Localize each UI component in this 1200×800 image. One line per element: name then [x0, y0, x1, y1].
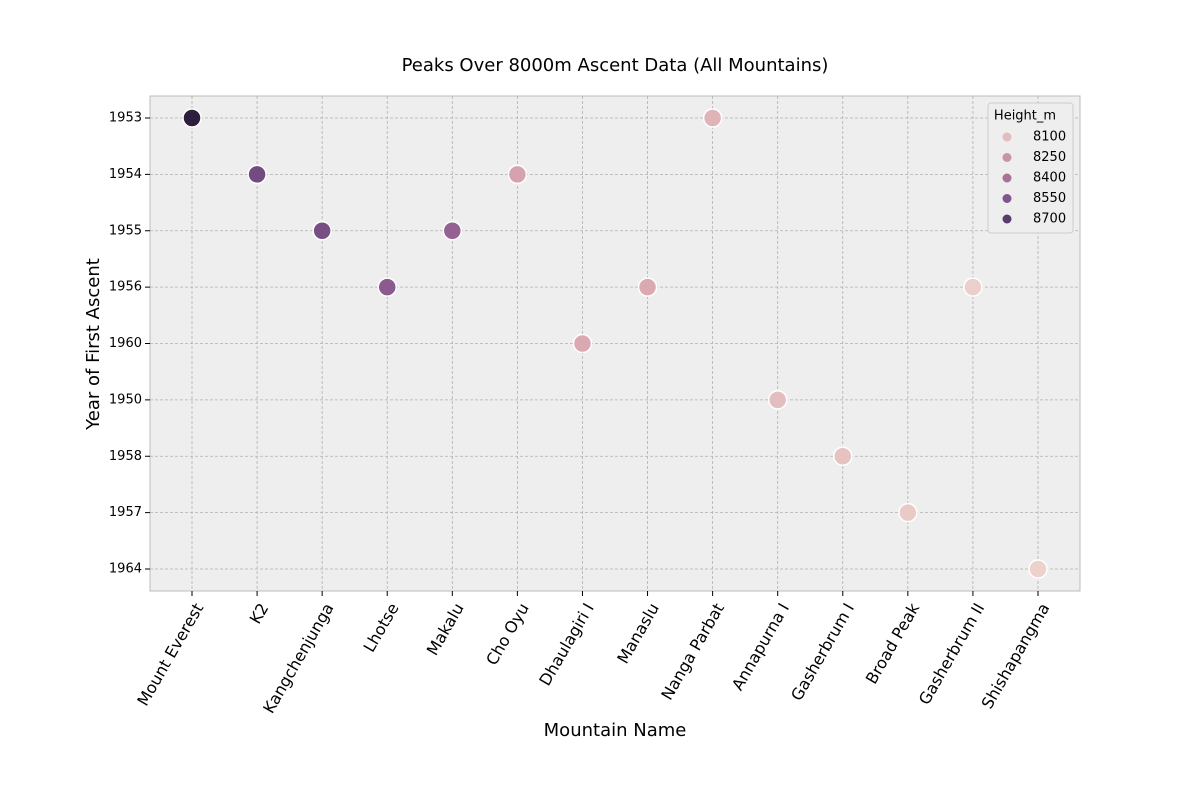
legend-marker [1002, 173, 1012, 183]
legend-label: 8550 [1033, 191, 1066, 206]
point [182, 108, 202, 128]
point [507, 164, 528, 185]
y-tick-label: 1955 [109, 223, 142, 238]
y-tick-label: 1954 [109, 167, 142, 182]
y-axis-label: Year of First Ascent [83, 258, 104, 431]
point [702, 108, 723, 128]
point [572, 333, 593, 354]
point [247, 164, 267, 185]
point [442, 221, 463, 241]
legend-marker [1002, 214, 1012, 224]
legend-marker [1002, 153, 1012, 162]
point [963, 277, 983, 297]
y-tick-label: 1950 [109, 392, 142, 407]
x-axis-label: Mountain Name [544, 720, 687, 741]
point [377, 277, 397, 297]
legend-marker [1002, 194, 1012, 203]
legend-title: Height_m [994, 109, 1056, 124]
y-tick-label: 1953 [109, 111, 142, 126]
y-tick-label: 1958 [109, 449, 142, 464]
point [833, 446, 853, 466]
point [898, 502, 918, 523]
legend-label: 8250 [1033, 150, 1066, 165]
point [767, 390, 788, 410]
legend-label: 8100 [1033, 130, 1066, 145]
chart-title: Peaks Over 8000m Ascent Data (All Mounta… [402, 55, 829, 76]
y-tick-label: 1956 [109, 280, 142, 295]
point [1028, 559, 1048, 579]
legend: Height_m 8100 8250 8400 8550 8700 [987, 102, 1074, 234]
legend-marker [1002, 132, 1012, 142]
y-tick-label: 1964 [109, 562, 142, 577]
legend-label: 8700 [1033, 212, 1066, 227]
y-tick-label: 1960 [109, 336, 142, 351]
points [182, 108, 1048, 579]
legend-label: 8400 [1033, 171, 1066, 186]
y-tick-label: 1957 [109, 505, 142, 520]
point [312, 221, 332, 241]
point [637, 277, 658, 297]
